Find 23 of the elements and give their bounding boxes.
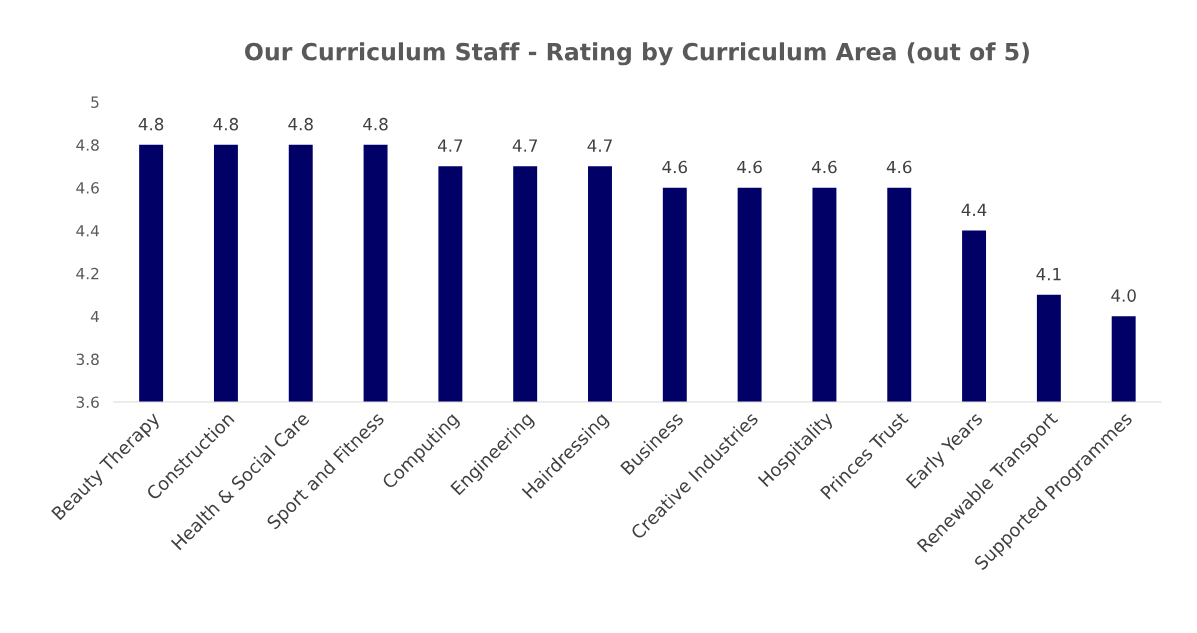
data-label: 4.8 <box>288 117 313 131</box>
data-label: 4.6 <box>662 160 688 174</box>
data-label: 4.8 <box>363 117 388 131</box>
data-label: 4.8 <box>138 117 164 131</box>
data-label: 4.6 <box>737 160 762 174</box>
data-label: 4.7 <box>512 139 538 152</box>
data-label: 4.6 <box>812 160 837 174</box>
data-label: 4.7 <box>437 139 463 152</box>
data-label: 4.6 <box>886 160 912 174</box>
y-tick-label: 3.8 <box>76 353 99 366</box>
y-tick-label: 3.6 <box>76 396 99 408</box>
y-tick-label: 5 <box>91 96 99 108</box>
data-label: 4.8 <box>213 117 239 131</box>
data-label: 4.7 <box>587 139 612 152</box>
y-tick-label: 4.8 <box>76 139 99 151</box>
y-tick-label: 4.6 <box>76 182 99 194</box>
data-label: 4.1 <box>1036 268 1061 281</box>
data-label: 4.0 <box>1111 289 1136 302</box>
data-label: 4.4 <box>961 203 987 216</box>
y-tick-label: 4 <box>90 310 99 323</box>
y-tick-label: 4.2 <box>76 267 99 280</box>
chart-title: Our Curriculum Staff - Rating by Curriculum Area (out of 5) <box>245 42 1029 66</box>
y-tick-label: 4.4 <box>76 225 99 237</box>
